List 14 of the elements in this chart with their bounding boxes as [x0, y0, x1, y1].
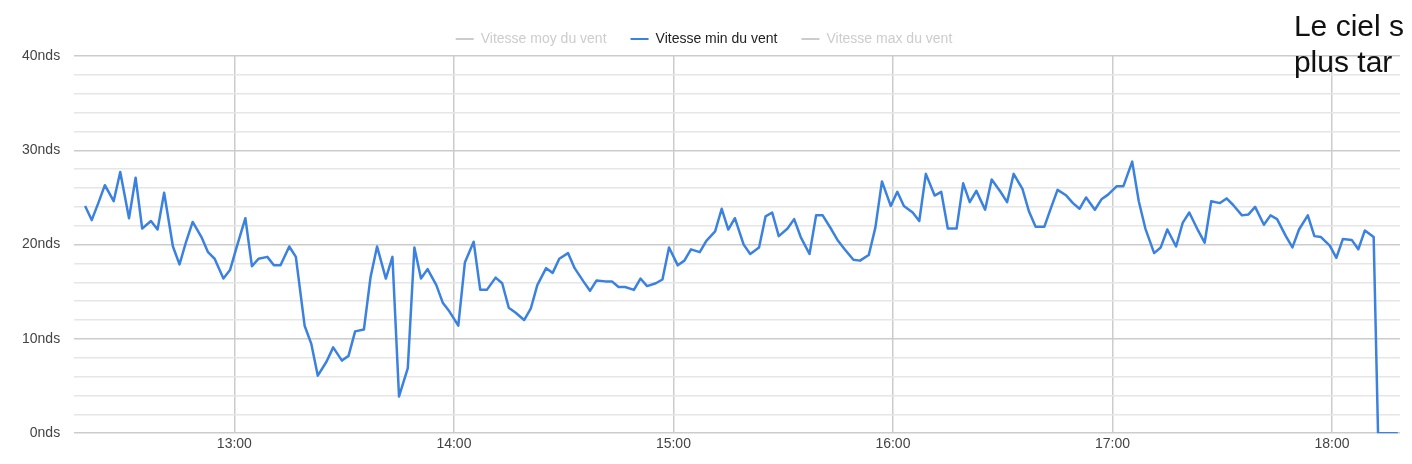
y-tick-label: 30nds: [21, 141, 61, 158]
y-tick-label: 20nds: [21, 235, 61, 252]
annotation: plus tar: [1293, 44, 1394, 80]
x-tick-label: 15:00: [655, 435, 692, 452]
text: Le ciel s: [1293, 8, 1404, 44]
legend-label: Vitesse min du vent: [655, 29, 778, 46]
y-tick-label: 10nds: [21, 329, 61, 346]
y-tick-label: 40nds: [21, 46, 61, 63]
x-tick-label: 13:00: [216, 435, 253, 452]
y-tick-label: 0nds: [29, 424, 61, 441]
x-tick-label: 14:00: [436, 435, 472, 452]
x-tick-label: 17:00: [1094, 435, 1131, 452]
x-tick-label: 18:00: [1314, 435, 1350, 452]
x-tick-label: 16:00: [875, 435, 911, 452]
